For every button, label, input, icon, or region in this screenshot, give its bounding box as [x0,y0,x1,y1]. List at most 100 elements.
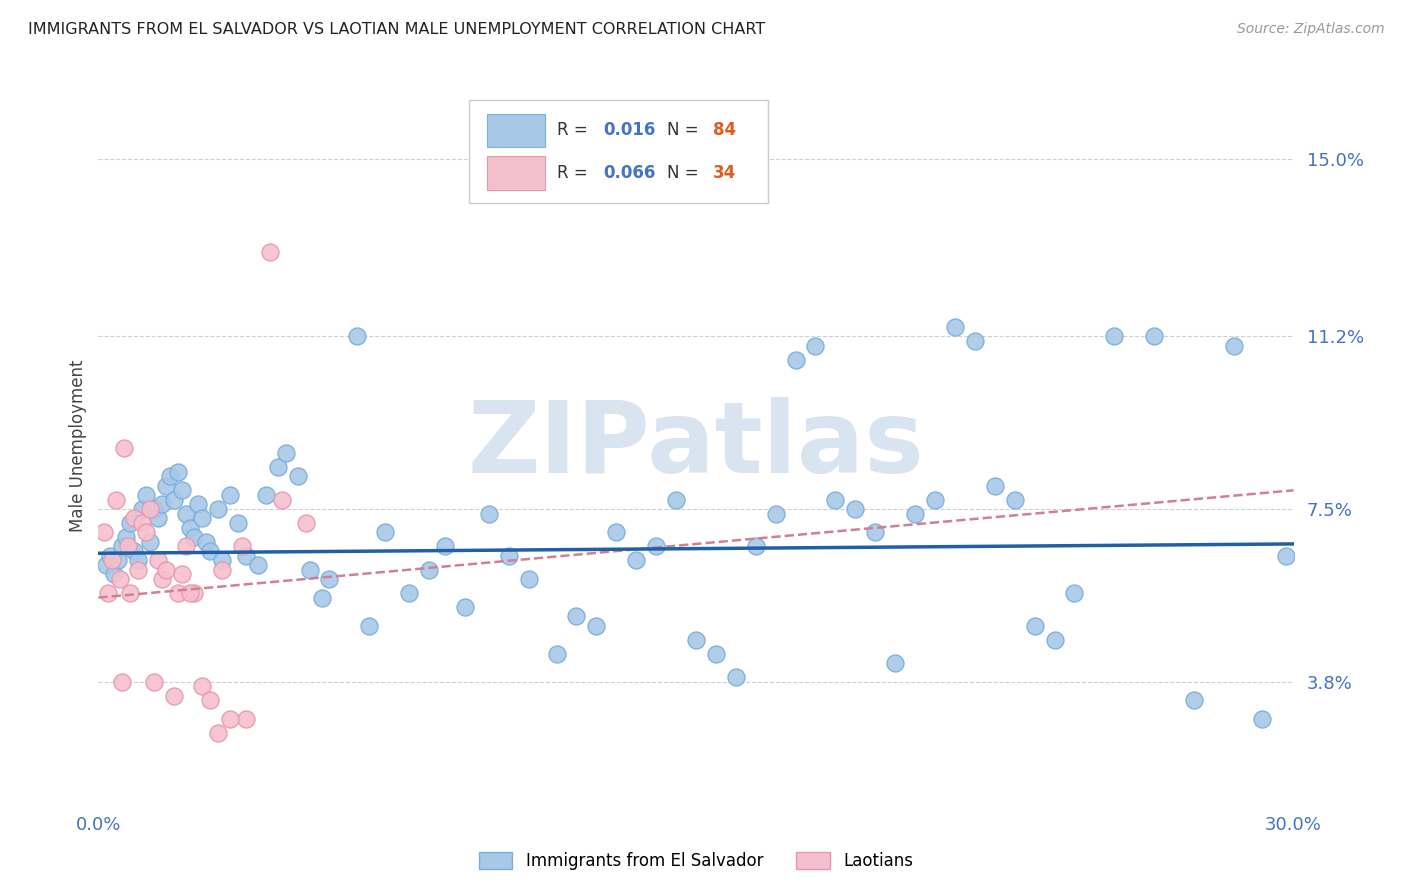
Point [139,534,162,549]
Point [172,483,194,498]
Point [398,586,420,600]
Point [120,586,142,600]
Point [198,693,221,707]
FancyBboxPatch shape [486,156,546,190]
Point [191,679,214,693]
Point [1274,549,1296,563]
Point [127,563,149,577]
Point [605,525,627,540]
Point [131,502,153,516]
Point [131,516,153,530]
Point [198,544,221,558]
Text: 0.016: 0.016 [603,121,655,139]
Point [745,539,768,553]
Point [211,563,233,577]
Point [478,507,501,521]
Point [97,586,120,600]
Point [685,632,707,647]
Point [163,689,186,703]
Point [374,525,396,540]
Point [1250,712,1272,726]
Text: IMMIGRANTS FROM EL SALVADOR VS LAOTIAN MALE UNEMPLOYMENT CORRELATION CHART: IMMIGRANTS FROM EL SALVADOR VS LAOTIAN M… [28,22,765,37]
Text: 84: 84 [713,121,735,139]
Point [219,712,242,726]
Point [101,553,124,567]
Point [1143,329,1166,343]
Point [93,525,115,540]
Point [226,516,249,530]
Point [844,502,866,516]
Point [211,553,233,567]
Text: R =: R = [557,164,593,182]
Point [115,530,138,544]
Point [107,553,129,567]
Point [785,352,807,367]
Y-axis label: Male Unemployment: Male Unemployment [69,359,87,533]
Point [267,460,290,475]
Point [294,516,316,530]
Point [103,567,125,582]
Point [298,563,321,577]
Point [924,492,946,507]
Point [824,492,846,507]
Point [120,516,142,530]
Point [863,525,886,540]
Point [191,511,214,525]
Point [183,530,205,544]
Point [665,492,688,507]
Point [454,599,477,614]
Point [1043,632,1066,647]
Point [155,478,177,492]
Point [167,465,190,479]
Point [135,525,157,540]
Point [624,553,647,567]
Text: ZIPatlas: ZIPatlas [468,398,924,494]
Point [155,563,177,577]
Point [517,572,540,586]
Point [1004,492,1026,507]
Point [105,492,128,507]
Point [724,670,747,684]
Point [254,488,277,502]
Point [585,618,607,632]
Legend: Immigrants from El Salvador, Laotians: Immigrants from El Salvador, Laotians [472,845,920,877]
Point [498,549,520,563]
Point [246,558,269,572]
Point [110,572,132,586]
Point [179,586,201,600]
Point [565,609,588,624]
Point [163,492,186,507]
Point [311,591,333,605]
Point [704,647,727,661]
Point [111,674,134,689]
Point [274,446,297,460]
Point [259,245,281,260]
Point [207,502,229,516]
Point [804,339,827,353]
Point [111,539,134,553]
Point [645,539,668,553]
Point [904,507,927,521]
Point [765,507,787,521]
Point [231,539,253,553]
Point [1024,618,1046,632]
Point [143,674,166,689]
Point [148,553,170,567]
Point [135,488,157,502]
Point [127,553,149,567]
Point [187,497,209,511]
Text: 0.066: 0.066 [603,164,655,182]
Point [983,478,1005,492]
Point [418,563,440,577]
Text: R =: R = [557,121,593,139]
Point [433,539,456,553]
Point [98,549,122,563]
Point [172,567,194,582]
Point [1104,329,1126,343]
Point [235,712,257,726]
Point [117,539,139,553]
Text: Source: ZipAtlas.com: Source: ZipAtlas.com [1237,22,1385,37]
Text: N =: N = [668,164,704,182]
Point [179,521,201,535]
Point [124,511,146,525]
